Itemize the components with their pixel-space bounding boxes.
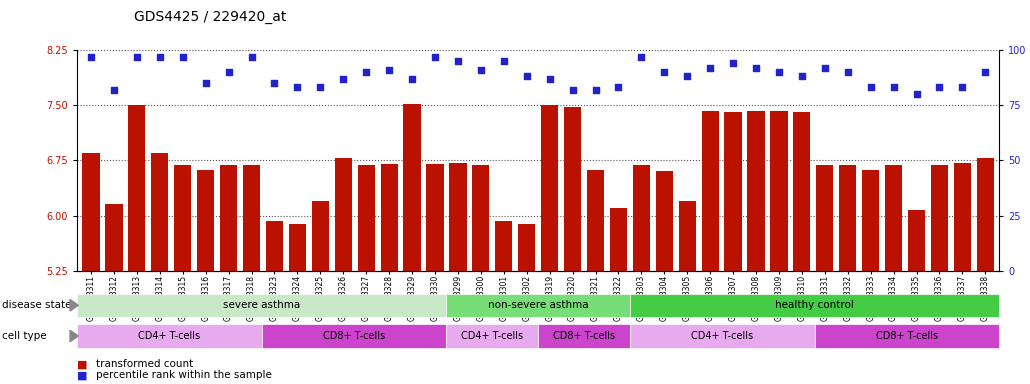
Point xyxy=(862,84,879,91)
Point xyxy=(748,65,764,71)
Bar xyxy=(357,166,375,271)
Point xyxy=(679,73,695,79)
Point xyxy=(358,69,375,75)
Bar xyxy=(129,105,145,271)
Point xyxy=(243,53,260,60)
Text: ■: ■ xyxy=(77,359,88,369)
Point xyxy=(908,91,925,97)
Point xyxy=(725,60,742,66)
Text: non-severe asthma: non-severe asthma xyxy=(488,300,588,310)
Bar xyxy=(839,166,856,271)
Bar xyxy=(954,162,971,271)
Bar xyxy=(105,205,123,271)
Bar xyxy=(380,164,398,271)
Point xyxy=(610,84,626,91)
Bar xyxy=(312,201,329,271)
Point xyxy=(426,53,443,60)
Bar xyxy=(793,113,811,271)
Bar xyxy=(610,208,627,271)
Text: ■: ■ xyxy=(77,370,88,380)
Text: transformed count: transformed count xyxy=(96,359,193,369)
Bar xyxy=(220,166,237,271)
Bar xyxy=(976,158,994,271)
Point xyxy=(450,58,467,64)
Text: CD8+ T-cells: CD8+ T-cells xyxy=(322,331,385,341)
Bar xyxy=(335,158,352,271)
Bar xyxy=(931,166,948,271)
Point xyxy=(954,84,970,91)
Point xyxy=(174,53,191,60)
Text: CD4+ T-cells: CD4+ T-cells xyxy=(461,331,523,341)
Bar xyxy=(885,166,902,271)
Bar xyxy=(770,111,788,271)
Point xyxy=(794,73,811,79)
Bar xyxy=(748,111,764,271)
Text: CD8+ T-cells: CD8+ T-cells xyxy=(553,331,615,341)
Bar xyxy=(404,104,420,271)
Point xyxy=(404,76,420,82)
Point xyxy=(656,69,673,75)
Point xyxy=(151,53,168,60)
Point xyxy=(198,80,214,86)
Bar xyxy=(449,162,467,271)
Bar xyxy=(288,224,306,271)
Bar xyxy=(701,111,719,271)
Bar xyxy=(151,153,168,271)
Bar xyxy=(472,166,489,271)
Point xyxy=(266,80,282,86)
Point xyxy=(220,69,237,75)
Bar xyxy=(495,222,512,271)
Point xyxy=(977,69,994,75)
Bar xyxy=(724,113,742,271)
Point xyxy=(312,84,329,91)
Bar xyxy=(82,153,100,271)
Bar xyxy=(243,166,261,271)
Point xyxy=(931,84,948,91)
Text: disease state: disease state xyxy=(2,300,71,310)
Point xyxy=(770,69,787,75)
Bar xyxy=(679,201,696,271)
Point xyxy=(473,67,489,73)
Bar xyxy=(862,170,880,271)
Point xyxy=(542,76,558,82)
Bar xyxy=(908,210,925,271)
Text: CD4+ T-cells: CD4+ T-cells xyxy=(138,331,201,341)
Point xyxy=(701,65,718,71)
Bar xyxy=(197,170,214,271)
Point xyxy=(82,53,99,60)
Bar xyxy=(587,170,605,271)
Text: CD8+ T-cells: CD8+ T-cells xyxy=(876,331,938,341)
Point xyxy=(633,53,650,60)
Point xyxy=(129,53,145,60)
Text: severe asthma: severe asthma xyxy=(222,300,301,310)
Point xyxy=(886,84,902,91)
Bar xyxy=(266,222,283,271)
Text: cell type: cell type xyxy=(2,331,46,341)
Point xyxy=(495,58,512,64)
Bar xyxy=(541,105,558,271)
Point xyxy=(335,76,351,82)
Point xyxy=(106,87,123,93)
Point xyxy=(817,65,833,71)
Point xyxy=(289,84,306,91)
Bar xyxy=(632,166,650,271)
Bar xyxy=(426,164,444,271)
Bar xyxy=(656,171,673,271)
Text: healthy control: healthy control xyxy=(776,300,854,310)
Bar xyxy=(816,166,833,271)
Text: GDS4425 / 229420_at: GDS4425 / 229420_at xyxy=(134,10,286,23)
Point xyxy=(518,73,535,79)
Point xyxy=(381,67,398,73)
Bar xyxy=(174,166,192,271)
Bar xyxy=(518,224,536,271)
Text: percentile rank within the sample: percentile rank within the sample xyxy=(96,370,272,380)
Point xyxy=(839,69,856,75)
Text: CD4+ T-cells: CD4+ T-cells xyxy=(691,331,754,341)
Point xyxy=(564,87,581,93)
Bar xyxy=(564,107,581,271)
Point xyxy=(587,87,604,93)
